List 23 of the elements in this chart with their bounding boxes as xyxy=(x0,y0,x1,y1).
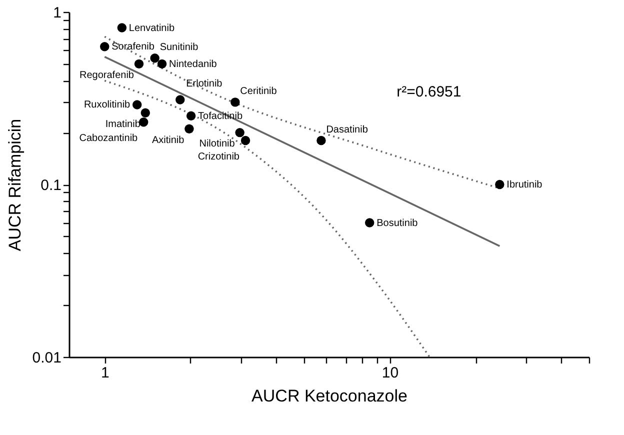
annotation: Ruxolitinib xyxy=(84,100,131,111)
annotation: Axitinib xyxy=(152,134,185,146)
x-axis-title: AUCR Ketoconazole xyxy=(252,386,408,406)
y-tick-label: 0.01 xyxy=(32,350,62,366)
y-tick-label: 0.1 xyxy=(40,177,62,194)
y-tick-label: 1 xyxy=(53,4,62,22)
annotation: Ibrutinib xyxy=(506,180,543,190)
annotation: Nilotinib xyxy=(199,138,236,150)
annotation: Lenvatinib xyxy=(128,22,175,34)
annotation: r²=0.6951 xyxy=(396,83,462,100)
x-tick-label: 10 xyxy=(382,364,399,382)
annotation: Bosutinib xyxy=(376,218,418,229)
y-axis-title: AUCR Rifampicin xyxy=(5,118,24,252)
annotation: Sunitinib xyxy=(160,42,199,54)
annotation: Crizotinib xyxy=(198,151,240,162)
annotation: Cabozantinib xyxy=(79,133,138,144)
annotation: Nintedanib xyxy=(169,58,218,70)
annotation: Regorafenib xyxy=(80,70,134,81)
annotation: Sorafenib xyxy=(112,42,155,53)
annotation: Ceritinib xyxy=(240,86,278,98)
annotation: Dasatinib xyxy=(326,124,368,136)
annotation: Imatinib xyxy=(105,118,141,130)
annotation: Erlotinib xyxy=(186,78,223,90)
